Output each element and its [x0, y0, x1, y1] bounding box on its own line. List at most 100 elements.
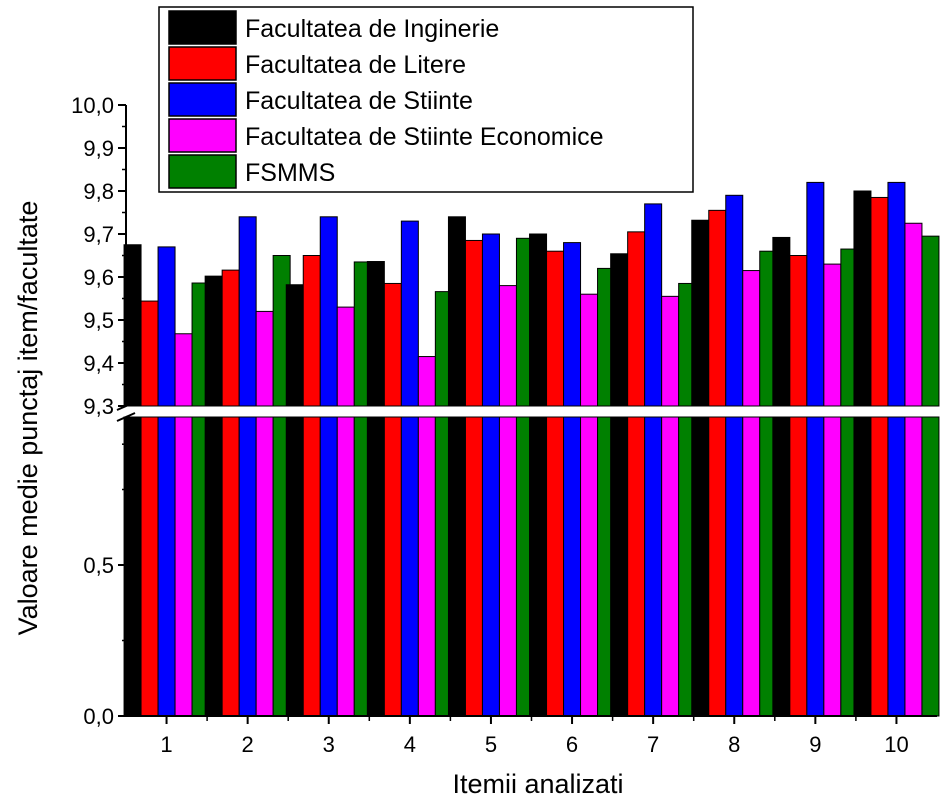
bar-lower-2-4 — [383, 416, 402, 717]
bar-lower-1-7 — [610, 416, 629, 717]
bar-1-4 — [366, 261, 385, 407]
bar-lower-3-6 — [563, 416, 582, 717]
bar-1-9 — [772, 236, 791, 407]
legend-swatch — [168, 46, 237, 81]
bar-lower-3-5 — [481, 416, 500, 717]
y-tick-label: 10,0 — [71, 93, 114, 118]
legend-label: Facultatea de Litere — [245, 51, 466, 79]
bar-2-5 — [464, 239, 483, 407]
y-tick-label: 9,5 — [83, 308, 114, 333]
bar-lower-2-5 — [464, 416, 483, 717]
bar-2-7 — [627, 231, 646, 407]
bar-lower-2-1 — [140, 416, 159, 717]
x-tick-label: 2 — [242, 732, 254, 757]
bar-lower-4-10 — [904, 416, 923, 717]
bar-3-5 — [481, 233, 500, 407]
bar-lower-2-2 — [221, 416, 240, 717]
x-tick-label: 3 — [323, 732, 335, 757]
bar-4-10 — [904, 222, 923, 407]
bar-1-2 — [204, 275, 223, 407]
bar-lower-2-3 — [302, 416, 321, 717]
x-tick-label: 7 — [647, 732, 659, 757]
bar-1-8 — [691, 219, 710, 407]
bar-4-2 — [255, 310, 274, 407]
y-tick-label: 9,9 — [83, 136, 114, 161]
bar-lower-1-6 — [529, 416, 548, 717]
bar-4-1 — [174, 333, 193, 407]
bar-2-2 — [221, 269, 240, 407]
bar-2-10 — [870, 196, 889, 407]
bar-3-1 — [157, 246, 176, 407]
bar-lower-4-1 — [174, 416, 193, 717]
bar-3-4 — [400, 220, 419, 407]
x-tick-label: 9 — [809, 732, 821, 757]
bar-2-6 — [546, 250, 565, 407]
bar-4-9 — [823, 263, 842, 407]
bars-layer — [123, 181, 940, 717]
legend-swatch — [168, 10, 237, 45]
x-tick-label: 8 — [728, 732, 740, 757]
x-tick-label: 4 — [404, 732, 416, 757]
bar-lower-3-10 — [887, 416, 906, 717]
bar-lower-4-4 — [417, 416, 436, 717]
x-tick-label: 6 — [566, 732, 578, 757]
bar-lower-4-7 — [661, 416, 680, 717]
bar-4-8 — [742, 270, 761, 407]
bar-4-7 — [661, 295, 680, 407]
legend-label: Facultatea de Stiinte — [245, 87, 473, 115]
legend-swatch — [168, 118, 237, 153]
bar-2-8 — [708, 209, 727, 407]
y-tick-label: 9,6 — [83, 265, 114, 290]
bar-3-8 — [725, 194, 744, 407]
bar-4-3 — [336, 306, 355, 407]
legend-box — [158, 6, 694, 193]
x-tick-label: 10 — [884, 732, 908, 757]
bar-lower-3-4 — [400, 416, 419, 717]
x-tick-label: 5 — [485, 732, 497, 757]
bar-lower-1-10 — [853, 416, 872, 717]
bar-4-4 — [417, 356, 436, 407]
y-tick-label: 9,4 — [83, 351, 114, 376]
bar-lower-1-5 — [447, 416, 466, 717]
bar-lower-3-7 — [644, 416, 663, 717]
x-tick-label: 1 — [160, 732, 172, 757]
bar-lower-1-8 — [691, 416, 710, 717]
bar-lower-1-4 — [366, 416, 385, 717]
bar-lower-1-3 — [285, 416, 304, 717]
bar-1-7 — [610, 253, 629, 407]
bar-lower-4-5 — [498, 416, 517, 717]
bar-1-3 — [285, 284, 304, 407]
legend-label: Facultatea de Inginerie — [245, 15, 499, 43]
bar-4-5 — [498, 285, 517, 407]
bar-lower-4-6 — [580, 416, 599, 717]
y-tick-label: 9,8 — [83, 179, 114, 204]
bar-lower-1-9 — [772, 416, 791, 717]
y-tick-label: 0,0 — [83, 704, 114, 729]
y-tick-label: 0,5 — [83, 553, 114, 578]
bar-lower-2-10 — [870, 416, 889, 717]
bar-4-6 — [580, 293, 599, 407]
legend: Facultatea de Inginerie Facultatea de Lit… — [158, 6, 694, 193]
bar-3-3 — [319, 216, 338, 407]
bar-lower-1-2 — [204, 416, 223, 717]
bar-lower-3-1 — [157, 416, 176, 717]
bar-lower-3-8 — [725, 416, 744, 717]
legend-swatch — [168, 82, 237, 117]
bar-lower-4-2 — [255, 416, 274, 717]
bar-2-1 — [140, 300, 159, 407]
bar-2-9 — [789, 255, 808, 407]
ticks-layer: 9,3 9,4 9,5 9,6 9,7 9,8 9,9 10,0 0,0 0,5 1 2 3 4 5 6 7 8 9… — [71, 93, 909, 757]
bar-2-3 — [302, 255, 321, 407]
y-tick-label: 9,7 — [83, 222, 114, 247]
bar-3-2 — [238, 216, 257, 407]
y-axis-title: Valoare medie punctaj item/facultate — [13, 201, 43, 636]
axis-break-mark-lower — [116, 412, 136, 422]
legend-label: Facultatea de Stiinte Economice — [245, 123, 604, 151]
bar-lower-2-9 — [789, 416, 808, 717]
bar-lower-2-6 — [546, 416, 565, 717]
bar-lower-3-9 — [806, 416, 825, 717]
bar-lower-5-10 — [921, 416, 940, 717]
bar-lower-3-2 — [238, 416, 257, 717]
bar-lower-3-3 — [319, 416, 338, 717]
